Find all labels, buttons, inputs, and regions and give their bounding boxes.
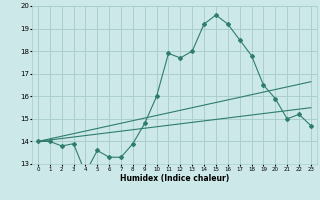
X-axis label: Humidex (Indice chaleur): Humidex (Indice chaleur)	[120, 174, 229, 183]
